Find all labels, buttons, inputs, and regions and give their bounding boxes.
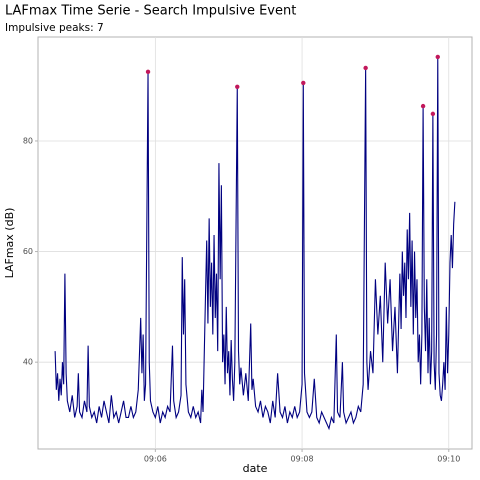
peak-point xyxy=(235,84,240,89)
y-tick-label: 60 xyxy=(23,247,33,256)
peak-point xyxy=(363,65,368,71)
chart-title: LAFmax Time Serie - Search Impulsive Eve… xyxy=(5,4,296,19)
x-axis-label: date xyxy=(243,462,268,475)
x-tick-label: 09:06 xyxy=(144,455,167,464)
series-line xyxy=(54,56,456,431)
plot-panel xyxy=(37,36,473,450)
x-tick-label: 09:10 xyxy=(437,455,460,464)
y-axis-label: LAFmax (dB) xyxy=(3,208,16,279)
peak-point xyxy=(435,54,440,60)
peak-point xyxy=(430,111,436,117)
x-tick-label: 09:08 xyxy=(291,455,314,464)
peak-point xyxy=(145,69,151,75)
y-tick-label: 80 xyxy=(23,136,33,145)
y-tick-label: 40 xyxy=(23,358,33,367)
chart-subtitle: Impulsive peaks: 7 xyxy=(5,22,104,34)
peak-point xyxy=(420,103,426,109)
peak-point xyxy=(301,80,306,86)
